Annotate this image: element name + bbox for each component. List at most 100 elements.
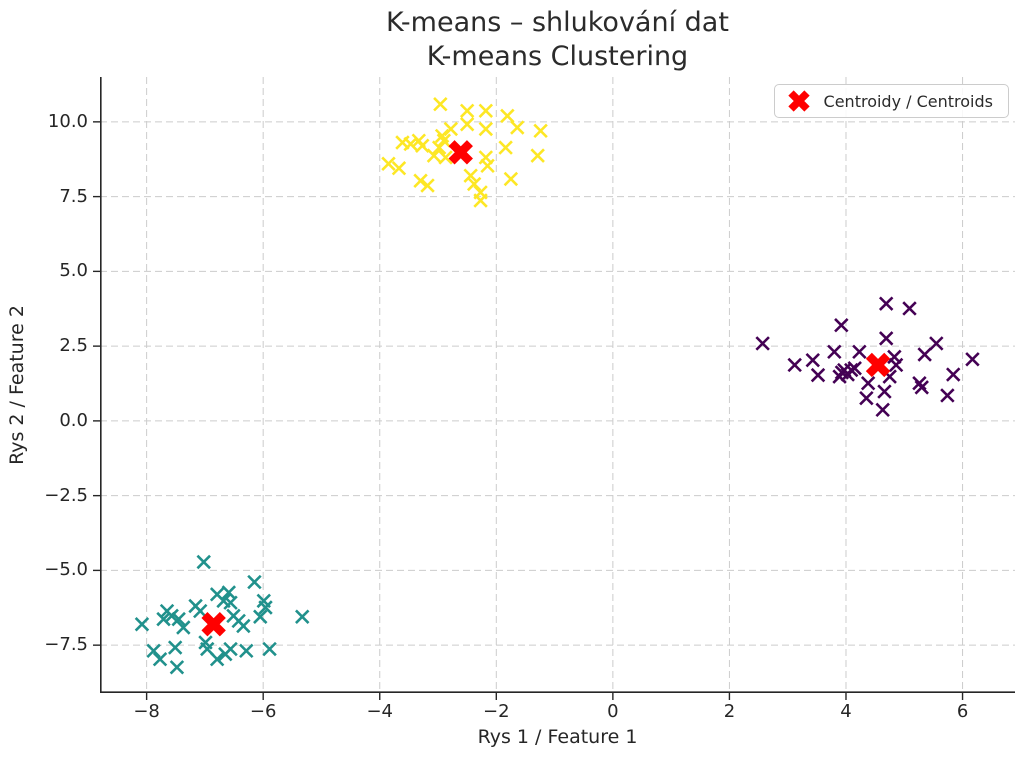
data-point-cluster-yellow	[436, 133, 452, 148]
chart-title-line2: K-means Clustering	[426, 41, 689, 72]
data-point-cluster-teal	[152, 651, 168, 667]
data-point-cluster-yellow	[498, 140, 513, 155]
x-tick-label: 6	[956, 701, 969, 722]
chart-title-line1: K-means – shlukování dat	[386, 7, 729, 38]
data-point-cluster-purple	[832, 369, 847, 384]
data-point-cluster-yellow	[438, 150, 453, 165]
data-point-cluster-yellow	[420, 178, 435, 193]
data-point-cluster-purple	[914, 380, 929, 395]
centroid-marker	[448, 140, 473, 165]
data-point-cluster-teal	[167, 640, 183, 655]
data-point-cluster-teal	[176, 620, 191, 635]
x-tick-label: −4	[366, 701, 394, 722]
data-point-cluster-teal	[223, 595, 238, 610]
x-tick-label: −2	[483, 701, 510, 722]
data-point-cluster-yellow	[433, 96, 448, 112]
data-point-cluster-yellow	[533, 123, 548, 139]
data-point-cluster-purple	[888, 357, 904, 373]
data-point-cluster-yellow	[413, 173, 428, 188]
data-point-cluster-teal	[196, 554, 211, 570]
data-point-cluster-teal	[262, 641, 277, 657]
centroid-marker-icon	[787, 90, 810, 112]
data-point-cluster-yellow	[443, 121, 459, 137]
data-point-cluster-purple	[940, 388, 955, 403]
data-point-cluster-teal	[253, 609, 268, 624]
y-tick-label: 10.0	[47, 110, 88, 132]
data-point-cluster-teal	[156, 611, 171, 627]
data-point-cluster-purple	[834, 317, 849, 333]
x-tick-label: 4	[840, 701, 852, 722]
data-point-cluster-yellow	[391, 160, 407, 176]
data-point-cluster-yellow	[500, 108, 515, 124]
data-point-cluster-purple	[917, 347, 932, 362]
y-axis-label: Rys 2 / Feature 2	[6, 305, 28, 465]
data-point-cluster-yellow	[434, 128, 450, 144]
data-point-cluster-yellow	[395, 135, 410, 150]
y-tick-label: 7.5	[59, 185, 88, 207]
data-point-cluster-teal	[258, 600, 273, 615]
data-point-cluster-teal	[209, 651, 225, 667]
y-tick-label: 5.0	[59, 260, 88, 282]
data-point-cluster-yellow	[459, 103, 475, 119]
y-tick-label: 0.0	[59, 409, 88, 431]
data-point-cluster-purple	[805, 352, 820, 368]
data-point-cluster-yellow	[463, 168, 478, 183]
data-point-cluster-yellow	[459, 117, 475, 132]
data-point-cluster-yellow	[473, 193, 488, 208]
data-point-cluster-purple	[902, 301, 917, 316]
data-point-cluster-teal	[164, 608, 179, 624]
data-point-cluster-purple	[912, 375, 927, 391]
data-point-cluster-purple	[965, 352, 980, 367]
data-point-cluster-purple	[787, 357, 802, 373]
x-axis-label: Rys 1 / Feature 1	[477, 726, 638, 748]
y-tick-label: −5.0	[44, 559, 88, 581]
data-point-cluster-purple	[929, 336, 944, 351]
data-point-cluster-yellow	[503, 171, 519, 187]
centroid-marker	[865, 352, 891, 378]
data-point-cluster-teal	[247, 574, 262, 590]
data-point-cluster-yellow	[426, 148, 442, 163]
x-tick-label: 2	[723, 701, 736, 722]
data-point-cluster-yellow	[478, 103, 494, 119]
y-tick-label: −2.5	[44, 484, 88, 506]
data-point-cluster-yellow	[431, 140, 447, 155]
data-point-cluster-yellow	[478, 121, 494, 137]
data-point-cluster-yellow	[415, 138, 430, 153]
data-point-cluster-teal	[239, 643, 254, 659]
data-point-cluster-purple	[827, 344, 842, 360]
data-point-cluster-teal	[236, 618, 251, 634]
data-point-cluster-purple	[877, 384, 892, 399]
chart-title: K-means – shlukování dat K-means Cluster…	[100, 6, 1015, 74]
data-point-cluster-teal	[169, 660, 185, 675]
x-tick-label: −6	[249, 701, 277, 722]
data-point-cluster-teal	[295, 609, 310, 624]
data-point-cluster-purple	[852, 344, 867, 360]
centroid-marker	[201, 612, 226, 637]
legend: Centroidy / Centroids	[773, 84, 1009, 118]
plot-area	[93, 77, 1015, 700]
x-tick-label: −8	[133, 701, 160, 722]
data-point-cluster-teal	[171, 611, 186, 627]
data-point-cluster-purple	[755, 336, 770, 351]
data-point-cluster-yellow	[466, 176, 482, 192]
data-point-cluster-purple	[834, 365, 850, 380]
data-point-cluster-teal	[223, 641, 238, 657]
y-tick-label: 2.5	[59, 335, 88, 357]
data-point-cluster-purple	[946, 367, 961, 382]
data-point-cluster-teal	[134, 617, 150, 632]
data-point-cluster-purple	[878, 296, 894, 311]
data-point-cluster-purple	[875, 402, 890, 418]
data-point-cluster-purple	[860, 375, 876, 391]
data-point-cluster-yellow	[480, 158, 495, 174]
data-point-cluster-purple	[878, 331, 894, 346]
data-point-cluster-yellow	[530, 148, 545, 163]
data-point-cluster-purple	[859, 390, 874, 406]
data-point-cluster-yellow	[510, 120, 525, 135]
data-point-cluster-yellow	[381, 156, 396, 171]
data-point-cluster-teal	[146, 643, 161, 659]
y-tick-label: −7.5	[44, 634, 88, 656]
legend-label: Centroidy / Centroids	[823, 91, 993, 111]
x-tick-label: 0	[607, 701, 619, 722]
data-point-cluster-purple	[810, 367, 826, 383]
